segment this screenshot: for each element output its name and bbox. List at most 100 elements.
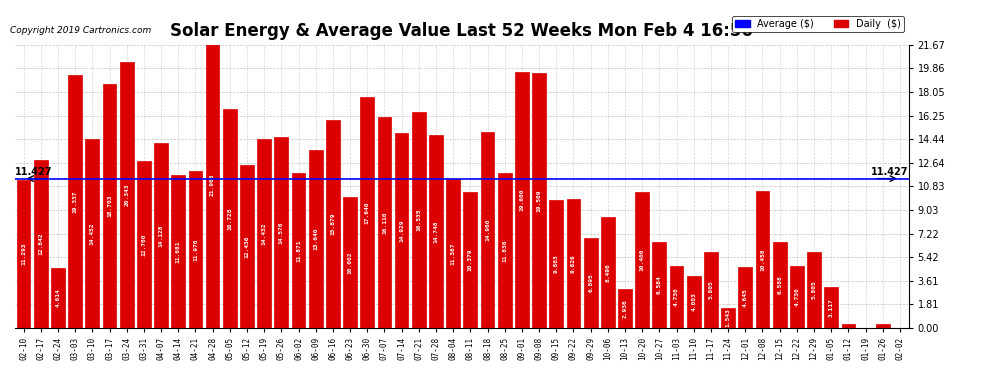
Bar bbox=[739, 267, 752, 328]
Bar bbox=[755, 191, 769, 328]
Text: 2.936: 2.936 bbox=[623, 299, 628, 318]
Text: 11.836: 11.836 bbox=[502, 239, 507, 262]
Text: 14.960: 14.960 bbox=[485, 219, 490, 242]
Bar bbox=[773, 242, 786, 328]
Text: 10.400: 10.400 bbox=[640, 249, 644, 271]
Text: 11.293: 11.293 bbox=[21, 243, 26, 266]
Bar bbox=[344, 197, 357, 328]
Bar bbox=[842, 324, 855, 328]
Bar bbox=[584, 238, 598, 328]
Text: 15.879: 15.879 bbox=[331, 213, 336, 236]
Text: 12.842: 12.842 bbox=[39, 233, 44, 255]
Bar bbox=[68, 75, 82, 328]
Text: 3.117: 3.117 bbox=[829, 298, 834, 317]
Bar bbox=[876, 324, 890, 328]
Text: 5.805: 5.805 bbox=[709, 280, 714, 299]
Text: 14.452: 14.452 bbox=[90, 222, 95, 245]
Bar bbox=[652, 242, 666, 328]
Text: 11.427: 11.427 bbox=[871, 167, 909, 177]
Bar bbox=[171, 175, 185, 328]
Bar bbox=[498, 173, 512, 328]
Bar bbox=[17, 180, 31, 328]
Text: 20.343: 20.343 bbox=[124, 184, 129, 206]
Bar bbox=[429, 135, 443, 328]
Bar bbox=[223, 110, 237, 328]
Bar bbox=[515, 72, 529, 328]
Text: 14.576: 14.576 bbox=[279, 221, 284, 244]
Text: 6.588: 6.588 bbox=[777, 276, 782, 294]
Text: 11.871: 11.871 bbox=[296, 239, 301, 262]
Text: 14.128: 14.128 bbox=[158, 224, 163, 247]
Bar bbox=[51, 268, 64, 328]
Bar bbox=[360, 98, 374, 328]
Bar bbox=[309, 150, 323, 328]
Bar bbox=[257, 140, 271, 328]
Bar bbox=[722, 308, 735, 328]
Bar bbox=[34, 160, 48, 328]
Bar bbox=[790, 266, 804, 328]
Text: 17.640: 17.640 bbox=[364, 201, 369, 224]
Bar bbox=[636, 192, 649, 328]
Bar bbox=[103, 84, 117, 328]
Text: 10.379: 10.379 bbox=[468, 249, 473, 271]
Bar bbox=[549, 200, 563, 328]
Bar bbox=[669, 266, 683, 328]
Text: 10.002: 10.002 bbox=[347, 251, 352, 274]
Bar bbox=[206, 41, 220, 328]
Text: 19.600: 19.600 bbox=[520, 189, 525, 211]
Bar bbox=[377, 117, 391, 328]
Bar bbox=[687, 276, 701, 328]
Text: 21.966: 21.966 bbox=[210, 173, 215, 196]
Bar bbox=[188, 171, 202, 328]
Text: 18.703: 18.703 bbox=[107, 195, 112, 217]
Text: 4.614: 4.614 bbox=[55, 288, 60, 307]
Bar bbox=[120, 62, 134, 328]
Text: 9.803: 9.803 bbox=[553, 255, 558, 273]
Text: 1.543: 1.543 bbox=[726, 308, 731, 327]
Text: 16.728: 16.728 bbox=[228, 207, 233, 230]
Bar bbox=[241, 165, 253, 328]
Text: 12.760: 12.760 bbox=[142, 233, 147, 256]
Text: 4.645: 4.645 bbox=[742, 288, 747, 307]
Text: 4.730: 4.730 bbox=[794, 288, 799, 306]
Bar bbox=[601, 217, 615, 328]
Text: 13.640: 13.640 bbox=[313, 228, 318, 250]
Bar bbox=[481, 132, 494, 328]
Text: Copyright 2019 Cartronics.com: Copyright 2019 Cartronics.com bbox=[10, 26, 151, 35]
Text: 9.826: 9.826 bbox=[571, 254, 576, 273]
Text: 8.496: 8.496 bbox=[605, 263, 610, 282]
Title: Solar Energy & Average Value Last 52 Weeks Mon Feb 4 16:56: Solar Energy & Average Value Last 52 Wee… bbox=[170, 22, 753, 40]
Legend: Average ($), Daily  ($): Average ($), Daily ($) bbox=[732, 16, 904, 32]
Text: 4.003: 4.003 bbox=[691, 292, 696, 311]
Text: 11.367: 11.367 bbox=[450, 242, 455, 265]
Bar bbox=[154, 143, 168, 328]
Bar bbox=[533, 73, 545, 328]
Text: 14.432: 14.432 bbox=[261, 222, 266, 245]
Text: 11.970: 11.970 bbox=[193, 238, 198, 261]
Text: 16.535: 16.535 bbox=[417, 209, 422, 231]
Text: 14.748: 14.748 bbox=[434, 220, 439, 243]
Text: 11.427: 11.427 bbox=[15, 167, 52, 177]
Text: 5.805: 5.805 bbox=[812, 280, 817, 299]
Bar bbox=[326, 120, 340, 328]
Bar bbox=[704, 252, 718, 328]
Bar bbox=[85, 139, 99, 328]
Text: 14.929: 14.929 bbox=[399, 219, 404, 242]
Text: 19.509: 19.509 bbox=[537, 189, 542, 211]
Bar bbox=[395, 133, 409, 328]
Bar bbox=[618, 290, 632, 328]
Text: 4.730: 4.730 bbox=[674, 288, 679, 306]
Text: 11.681: 11.681 bbox=[176, 240, 181, 263]
Bar bbox=[292, 173, 305, 328]
Text: 19.337: 19.337 bbox=[72, 190, 77, 213]
Bar bbox=[566, 200, 580, 328]
Bar bbox=[446, 179, 460, 328]
Bar bbox=[274, 138, 288, 328]
Text: 6.584: 6.584 bbox=[657, 276, 662, 294]
Bar bbox=[137, 161, 150, 328]
Text: 12.436: 12.436 bbox=[245, 236, 249, 258]
Bar bbox=[412, 112, 426, 328]
Text: 10.458: 10.458 bbox=[760, 248, 765, 271]
Bar bbox=[825, 287, 839, 328]
Text: 16.110: 16.110 bbox=[382, 211, 387, 234]
